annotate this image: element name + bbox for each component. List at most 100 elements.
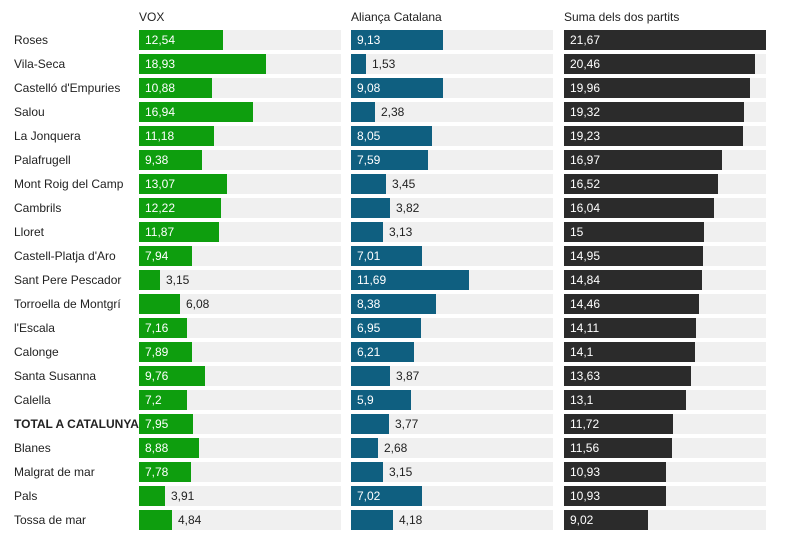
data-label: 19,96: [570, 81, 601, 95]
bar-track: 11,18: [139, 126, 341, 146]
data-label: 11,56: [570, 441, 600, 455]
bar: [564, 246, 703, 266]
bar-track: 15: [564, 222, 766, 242]
category-label: Roses: [14, 33, 49, 47]
bar: [139, 366, 205, 386]
bar: [564, 414, 673, 434]
bar: [351, 78, 443, 98]
data-label: 12,54: [145, 33, 176, 47]
bar-track: 6,21: [351, 342, 553, 362]
bar: [139, 486, 165, 506]
bar: [139, 342, 192, 362]
bar: [351, 270, 469, 290]
category-label: Palafrugell: [14, 153, 71, 167]
bar: [564, 102, 744, 122]
bar-track: 3,15: [139, 270, 341, 290]
bar-track: 6,95: [351, 318, 553, 338]
bar: [351, 198, 390, 218]
bar: [564, 78, 750, 98]
bar-track: 7,59: [351, 150, 553, 170]
bar: [139, 126, 214, 146]
bar-track: 11,87: [139, 222, 341, 242]
data-label: 7,78: [145, 465, 169, 479]
data-label: 6,95: [357, 321, 381, 335]
data-label: 16,04: [570, 201, 601, 215]
data-label: 14,84: [570, 273, 601, 287]
category-label: TOTAL A CATALUNYA: [14, 417, 139, 431]
bar-track: 9,13: [351, 30, 553, 50]
bar-track: 3,15: [351, 462, 553, 482]
bar: [351, 54, 366, 74]
data-label: 8,05: [357, 129, 381, 143]
bar-track: 6,08: [139, 294, 341, 314]
data-label: 16,97: [570, 153, 601, 167]
category-label: Calella: [14, 393, 51, 407]
bar-track: 7,95: [139, 414, 341, 434]
category-label: Vila-Seca: [14, 57, 66, 71]
data-label: 15: [570, 225, 584, 239]
category-label: La Jonquera: [14, 129, 81, 143]
bar-track: 3,87: [351, 366, 553, 386]
bar: [351, 318, 421, 338]
bar-track: 9,08: [351, 78, 553, 98]
data-label: 7,16: [145, 321, 169, 335]
bar-track: 11,56: [564, 438, 766, 458]
bar: [351, 102, 375, 122]
bar-track: 8,05: [351, 126, 553, 146]
bar: [139, 174, 227, 194]
bar-track: 3,13: [351, 222, 553, 242]
data-label: 7,2: [145, 393, 162, 407]
bar: [351, 126, 432, 146]
data-label: 14,1: [570, 345, 594, 359]
data-label: 19,32: [570, 105, 601, 119]
category-label: Salou: [14, 105, 45, 119]
bar: [564, 342, 695, 362]
bar: [139, 390, 187, 410]
bar: [139, 318, 187, 338]
bar: [139, 246, 192, 266]
bar: [139, 510, 172, 530]
data-label: 21,67: [570, 33, 601, 47]
bar-track: 16,04: [564, 198, 766, 218]
data-label: 3,77: [395, 417, 419, 431]
bar-track: 12,54: [139, 30, 341, 50]
data-label: 9,76: [145, 369, 169, 383]
bar-track: 19,96: [564, 78, 766, 98]
data-label: 3,45: [392, 177, 416, 191]
data-label: 9,02: [570, 513, 594, 527]
bar: [139, 30, 223, 50]
bar-track: 14,84: [564, 270, 766, 290]
bar-track: 4,84: [139, 510, 341, 530]
series-header: Suma dels dos partits: [564, 10, 680, 24]
bar-track: 13,1: [564, 390, 766, 410]
category-label: Tossa de mar: [14, 513, 87, 527]
bar: [564, 294, 699, 314]
bar: [351, 246, 422, 266]
bar: [139, 198, 221, 218]
data-label: 2,68: [384, 441, 408, 455]
data-label: 13,1: [570, 393, 594, 407]
bar: [564, 438, 672, 458]
data-label: 12,22: [145, 201, 176, 215]
bar: [564, 222, 704, 242]
data-label: 1,53: [372, 57, 396, 71]
bar-track: 8,38: [351, 294, 553, 314]
data-label: 3,15: [389, 465, 413, 479]
bar: [351, 390, 411, 410]
data-label: 3,15: [166, 273, 190, 287]
data-label: 3,91: [171, 489, 195, 503]
data-label: 7,02: [357, 489, 381, 503]
data-label: 16,94: [145, 105, 176, 119]
bar: [139, 78, 212, 98]
data-label: 4,84: [178, 513, 202, 527]
data-label: 8,38: [357, 297, 381, 311]
bar-track: 19,23: [564, 126, 766, 146]
bar-track: 10,93: [564, 486, 766, 506]
bar-track: 13,07: [139, 174, 341, 194]
data-label: 4,18: [399, 513, 423, 527]
bar-track: 9,02: [564, 510, 766, 530]
bar: [139, 54, 266, 74]
bar-track: 13,63: [564, 366, 766, 386]
bar-track: 11,72: [564, 414, 766, 434]
bar: [351, 414, 389, 434]
